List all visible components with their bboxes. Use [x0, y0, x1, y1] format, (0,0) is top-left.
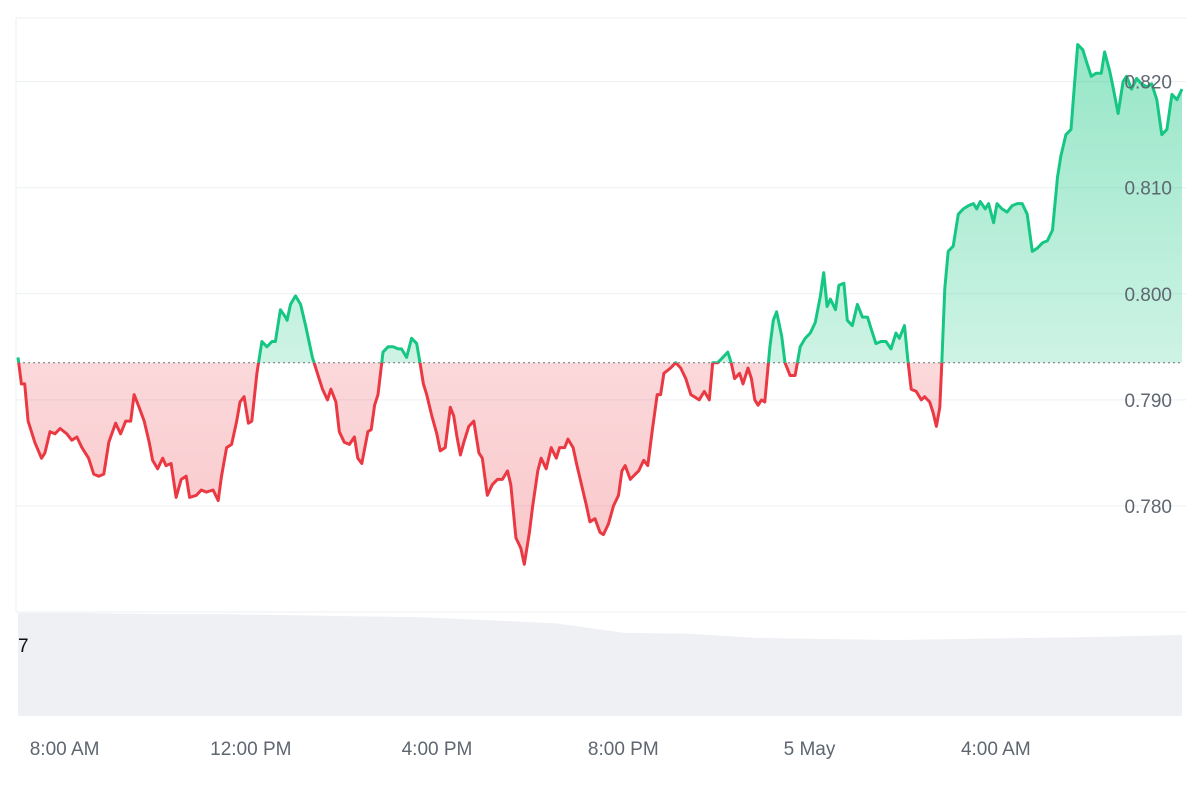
- y-tick-label: 0.800: [1124, 285, 1172, 306]
- x-tick-label: 5 May: [784, 739, 836, 760]
- price-area: [18, 44, 1182, 565]
- price-area-up: [18, 44, 1182, 363]
- x-tick-label: 4:00 PM: [402, 739, 473, 760]
- x-tick-label: 12:00 PM: [210, 739, 291, 760]
- y-tick-label: 0.780: [1124, 497, 1172, 518]
- volume-area: [18, 613, 1182, 716]
- price-line: [16, 43, 1184, 566]
- x-tick-label: 8:00 AM: [30, 739, 100, 760]
- price-area-down: [18, 362, 942, 565]
- y-tick-label: 0.790: [1124, 391, 1172, 412]
- y-axis: 0.780 0.790 0.800 0.810 0.820: [1124, 73, 1172, 518]
- x-tick-label: 8:00 PM: [588, 739, 659, 760]
- volume-axis-label: 7: [18, 636, 29, 657]
- y-tick-label: 0.810: [1124, 179, 1172, 200]
- price-line-down: [17, 362, 944, 566]
- volume-shape: [18, 613, 1182, 716]
- x-axis: 8:00 AM 12:00 PM 4:00 PM 8:00 PM 5 May 4:00 A…: [30, 739, 1031, 760]
- y-tick-label: 0.820: [1124, 73, 1172, 94]
- x-tick-label: 4:00 AM: [961, 739, 1031, 760]
- price-line-up: [16, 43, 1184, 363]
